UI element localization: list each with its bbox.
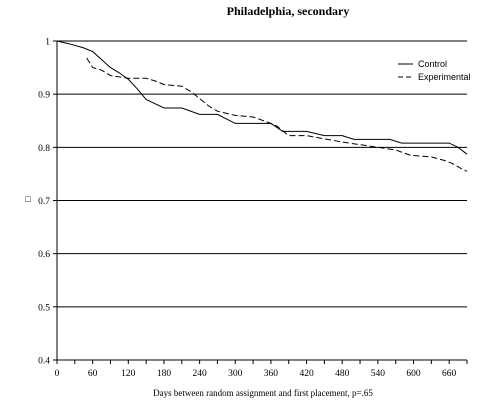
x-tick-label: 540 [371, 369, 386, 379]
x-tick-label: 180 [157, 369, 172, 379]
y-tick-label: 0.6 [38, 250, 50, 260]
axis-layer: 0.4 0.5 0.6 0.7 0.8 0.9 1 0 60 120 180 240 300 360 420… [38, 38, 468, 379]
x-tick-label: 60 [88, 369, 98, 379]
y-tick-label: 0.5 [38, 303, 50, 313]
chart-title: Philadelphia, secondary [227, 4, 350, 18]
x-tick-label: 240 [192, 369, 207, 379]
y-tick-label: 0.9 [38, 91, 50, 101]
x-tick-label: 120 [121, 369, 136, 379]
x-tick-label: 360 [264, 369, 279, 379]
x-axis-label: Days between random assignment and first… [153, 388, 373, 398]
y-tick-label: 1 [45, 38, 50, 48]
legend: Control Experimental [398, 59, 471, 82]
x-tick-label: 660 [442, 369, 457, 379]
x-tick-label: 0 [55, 369, 60, 379]
y-tick-label: 0.4 [38, 357, 50, 367]
series-layer [56, 40, 468, 172]
grid-layer [57, 40, 467, 308]
series-line-experimental [86, 57, 468, 172]
x-tick-label: 420 [299, 369, 314, 379]
x-tick-label: 480 [335, 369, 350, 379]
y-tick-label: 0.7 [38, 197, 50, 207]
y-axis-label: □ [25, 194, 31, 204]
legend-label-control: Control [418, 59, 447, 69]
y-tick-label: 0.8 [38, 144, 50, 154]
x-tick-label: 300 [228, 369, 243, 379]
x-tick-label: 600 [406, 369, 421, 379]
legend-label-experimental: Experimental [418, 72, 471, 82]
series-line-control [56, 40, 468, 155]
